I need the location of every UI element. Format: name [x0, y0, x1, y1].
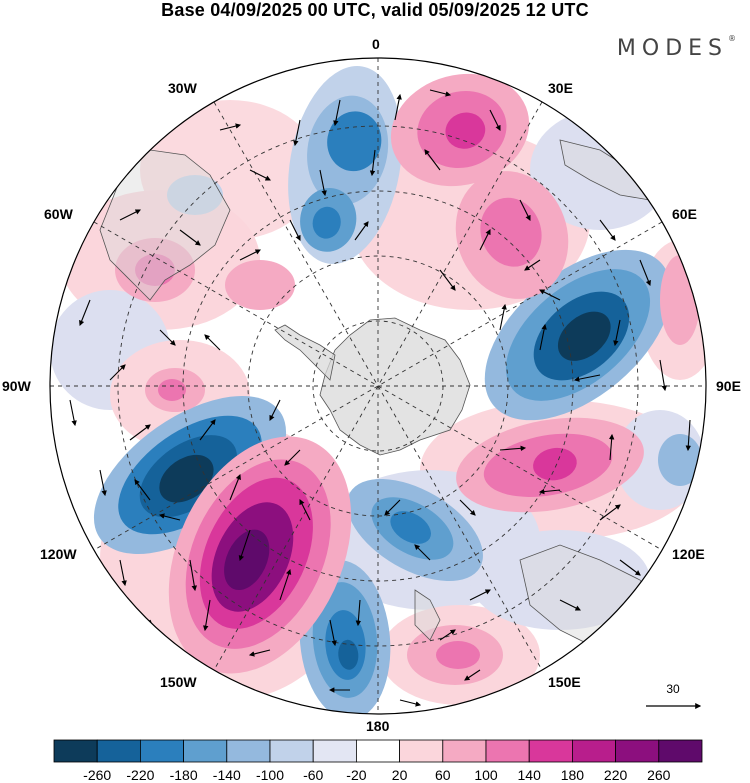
- colorbar-segment: [226, 739, 271, 763]
- map-title: Base 04/09/2025 00 UTC, valid 05/09/2025…: [161, 0, 589, 20]
- lon-label-180: 180: [366, 718, 390, 734]
- colorbar-tick-label: -100: [256, 767, 284, 783]
- reference-vector-label: 30: [666, 682, 680, 696]
- new-zealand: [414, 589, 441, 641]
- colorbar-tick-label: 100: [474, 767, 498, 783]
- modes-logo: MODES®: [617, 34, 736, 61]
- colorbar-segment: [183, 739, 228, 763]
- colorbar-tick-label: 180: [561, 767, 585, 783]
- positive-anomalies: [115, 73, 700, 685]
- colorbar-tick-label: 260: [647, 767, 671, 783]
- map-disc: [50, 58, 706, 714]
- colorbar: -260 -220 -180 -140 -100 -60 -20 20 60 100 140 180 2…: [53, 739, 703, 783]
- graticule: [50, 58, 706, 714]
- colorbar-segment: [615, 739, 660, 763]
- south-america: [99, 149, 231, 301]
- colorbar-tick-label: -220: [126, 767, 154, 783]
- brand-name: MODES: [616, 36, 728, 61]
- map-border: [49, 57, 707, 715]
- colorbar-segment: [528, 739, 573, 763]
- lon-label-30w: 30W: [168, 80, 197, 96]
- lon-label-30e: 30E: [548, 80, 573, 96]
- lon-label-120e: 120E: [672, 546, 705, 562]
- colorbar-segment: [355, 739, 400, 763]
- lon-label-120w: 120W: [40, 546, 77, 562]
- colorbar-tick-label: 20: [392, 767, 408, 783]
- colorbar-tick-label: -260: [83, 767, 111, 783]
- colorbar-segment: [399, 739, 444, 763]
- colorbar-segment: [269, 739, 314, 763]
- lon-label-60w: 60W: [44, 206, 73, 222]
- colorbar-tick-label: -140: [213, 767, 241, 783]
- colorbar-tick-label: 60: [435, 767, 451, 783]
- lon-label-0: 0: [372, 36, 380, 52]
- lon-label-60e: 60E: [672, 206, 697, 222]
- colorbar-tick-label: -60: [303, 767, 323, 783]
- lon-label-90w: 90W: [2, 378, 31, 394]
- brand-mark: ®: [728, 34, 736, 43]
- colorbar-tick-label: -20: [346, 767, 366, 783]
- lon-label-90e: 90E: [716, 378, 741, 394]
- colorbar-tick-label: 220: [604, 767, 628, 783]
- reference-vector: 30: [646, 682, 702, 709]
- colorbar-segment: [96, 739, 141, 763]
- lon-label-150e: 150E: [548, 674, 581, 690]
- colorbar-segment: [658, 739, 703, 763]
- colorbar-segment: [572, 739, 617, 763]
- colorbar-segment: [53, 739, 98, 763]
- colorbar-segment: [312, 739, 357, 763]
- colorbar-tick-label: -180: [170, 767, 198, 783]
- colorbar-segment: [442, 739, 487, 763]
- colorbar-segment: [485, 739, 530, 763]
- africa-tip: [559, 139, 651, 201]
- wind-vectors: [69, 89, 692, 707]
- colorbar-tick-label: 140: [518, 767, 542, 783]
- lon-label-150w: 150W: [160, 674, 197, 690]
- colorbar-segment: [139, 739, 184, 763]
- antarctic-peninsula: [274, 324, 336, 381]
